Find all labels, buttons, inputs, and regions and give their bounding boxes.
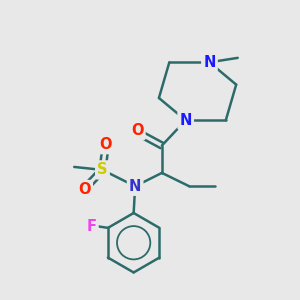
Text: N: N (179, 113, 192, 128)
Text: O: O (131, 123, 143, 138)
Text: O: O (78, 182, 91, 197)
Text: S: S (97, 162, 108, 177)
Text: O: O (99, 137, 112, 152)
Text: N: N (203, 55, 216, 70)
Text: F: F (87, 219, 97, 234)
Text: N: N (129, 179, 141, 194)
